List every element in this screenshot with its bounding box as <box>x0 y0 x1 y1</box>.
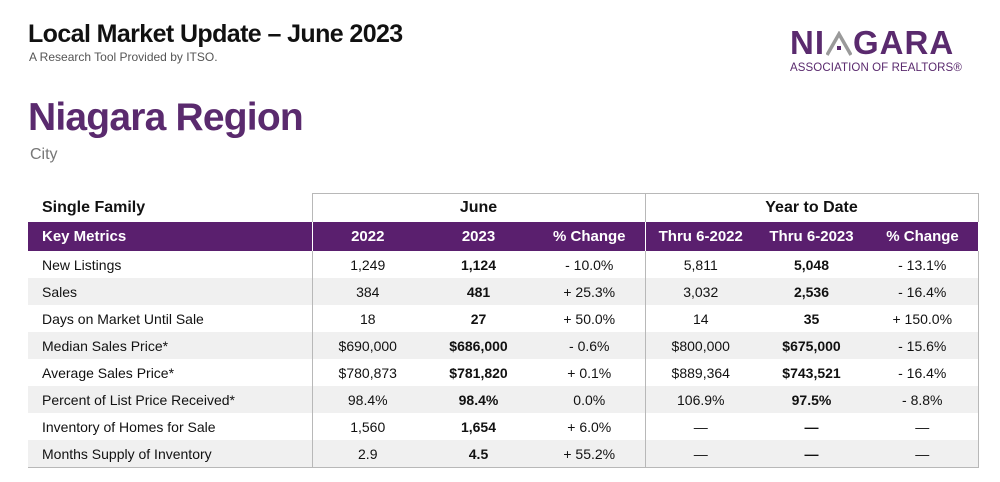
region-type: City <box>30 146 58 163</box>
metric-label: Median Sales Price* <box>28 332 312 359</box>
group-month: June <box>311 193 645 222</box>
ytd-change-value: - 15.6% <box>867 332 979 359</box>
ytd-2022-value: — <box>644 440 756 468</box>
month-2023-value: 98.4% <box>423 386 534 413</box>
month-change-value: + 50.0% <box>534 305 645 332</box>
month-2022-value: 18 <box>311 305 423 332</box>
logo-word-left: NI <box>790 24 825 61</box>
metric-label: Months Supply of Inventory <box>28 440 312 468</box>
ytd-change-value: - 16.4% <box>867 359 979 386</box>
report-title: Local Market Update – June 2023 <box>28 20 403 48</box>
month-2022-value: 384 <box>311 278 423 305</box>
ytd-2023-value: 2,536 <box>756 278 867 305</box>
ytd-change-value: — <box>867 413 979 440</box>
month-2023-value: 1,124 <box>423 251 534 278</box>
category-label: Single Family <box>28 193 312 222</box>
month-2022-value: 98.4% <box>311 386 423 413</box>
ytd-change-value: - 16.4% <box>867 278 979 305</box>
metric-label: Inventory of Homes for Sale <box>28 413 312 440</box>
col-header-thru-2023: Thru 6-2023 <box>756 222 867 251</box>
month-2022-value: $690,000 <box>311 332 423 359</box>
month-change-value: + 55.2% <box>534 440 645 468</box>
ytd-change-value: - 8.8% <box>867 386 979 413</box>
month-change-value: - 0.6% <box>534 332 645 359</box>
ytd-2023-value: $675,000 <box>756 332 867 359</box>
month-change-value: + 0.1% <box>534 359 645 386</box>
ytd-2022-value: 5,811 <box>644 251 756 278</box>
table-row: Inventory of Homes for Sale 1,560 1,654 … <box>28 413 979 440</box>
house-roof-icon <box>826 31 852 56</box>
month-2022-value: 1,560 <box>311 413 423 440</box>
month-2023-value: 481 <box>423 278 534 305</box>
ytd-2022-value: $800,000 <box>644 332 756 359</box>
logo-wordmark: NI GARA <box>790 26 980 60</box>
month-change-value: + 25.3% <box>534 278 645 305</box>
association-logo: NI GARA ASSOCIATION OF REALTORS® <box>790 26 980 75</box>
col-header-2023: 2023 <box>423 222 534 251</box>
ytd-2022-value: $889,364 <box>644 359 756 386</box>
table-row: Months Supply of Inventory 2.9 4.5 + 55.… <box>28 440 979 468</box>
table-row: Median Sales Price* $690,000 $686,000 - … <box>28 332 979 359</box>
table-row: Percent of List Price Received* 98.4% 98… <box>28 386 979 413</box>
table-row: Sales 384 481 + 25.3% 3,032 2,536 - 16.4… <box>28 278 979 305</box>
month-change-value: + 6.0% <box>534 413 645 440</box>
table-row: Average Sales Price* $780,873 $781,820 +… <box>28 359 979 386</box>
logo-word-right: GARA <box>853 24 955 61</box>
ytd-2023-value: 5,048 <box>756 251 867 278</box>
metric-label: Sales <box>28 278 312 305</box>
metric-label: Average Sales Price* <box>28 359 312 386</box>
ytd-2023-value: 35 <box>756 305 867 332</box>
col-header-key-metrics: Key Metrics <box>28 222 312 251</box>
group-ytd: Year to Date <box>644 193 979 222</box>
month-2023-value: 1,654 <box>423 413 534 440</box>
ytd-2022-value: — <box>644 413 756 440</box>
month-2023-value: $686,000 <box>423 332 534 359</box>
region-title: Niagara Region <box>28 96 304 139</box>
ytd-2023-value: — <box>756 413 867 440</box>
report-subtitle: A Research Tool Provided by ITSO. <box>29 50 218 64</box>
month-2022-value: 2.9 <box>311 440 423 468</box>
ytd-2023-value: 97.5% <box>756 386 867 413</box>
ytd-change-value: + 150.0% <box>867 305 979 332</box>
month-2022-value: 1,249 <box>311 251 423 278</box>
col-header-month-change: % Change <box>534 222 645 251</box>
month-2023-value: $781,820 <box>423 359 534 386</box>
month-2023-value: 4.5 <box>423 440 534 468</box>
ytd-2023-value: $743,521 <box>756 359 867 386</box>
logo-tagline: ASSOCIATION OF REALTORS® <box>790 62 962 74</box>
key-metrics-table: Single Family June Year to Date Key Metr… <box>28 193 979 468</box>
month-change-value: 0.0% <box>534 386 645 413</box>
month-2023-value: 27 <box>423 305 534 332</box>
col-header-thru-2022: Thru 6-2022 <box>644 222 756 251</box>
metric-label: Days on Market Until Sale <box>28 305 312 332</box>
metric-label: New Listings <box>28 251 312 278</box>
month-2022-value: $780,873 <box>311 359 423 386</box>
table-row: New Listings 1,249 1,124 - 10.0% 5,811 5… <box>28 251 979 278</box>
col-header-2022: 2022 <box>311 222 423 251</box>
month-change-value: - 10.0% <box>534 251 645 278</box>
col-header-ytd-change: % Change <box>867 222 979 251</box>
ytd-2022-value: 106.9% <box>644 386 756 413</box>
ytd-change-value: - 13.1% <box>867 251 979 278</box>
ytd-2022-value: 3,032 <box>644 278 756 305</box>
ytd-2022-value: 14 <box>644 305 756 332</box>
metric-label: Percent of List Price Received* <box>28 386 312 413</box>
table-row: Days on Market Until Sale 18 27 + 50.0% … <box>28 305 979 332</box>
ytd-2023-value: — <box>756 440 867 468</box>
ytd-change-value: — <box>867 440 979 468</box>
